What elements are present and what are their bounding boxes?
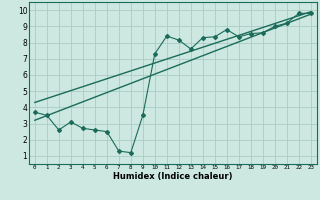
X-axis label: Humidex (Indice chaleur): Humidex (Indice chaleur) <box>113 172 233 181</box>
